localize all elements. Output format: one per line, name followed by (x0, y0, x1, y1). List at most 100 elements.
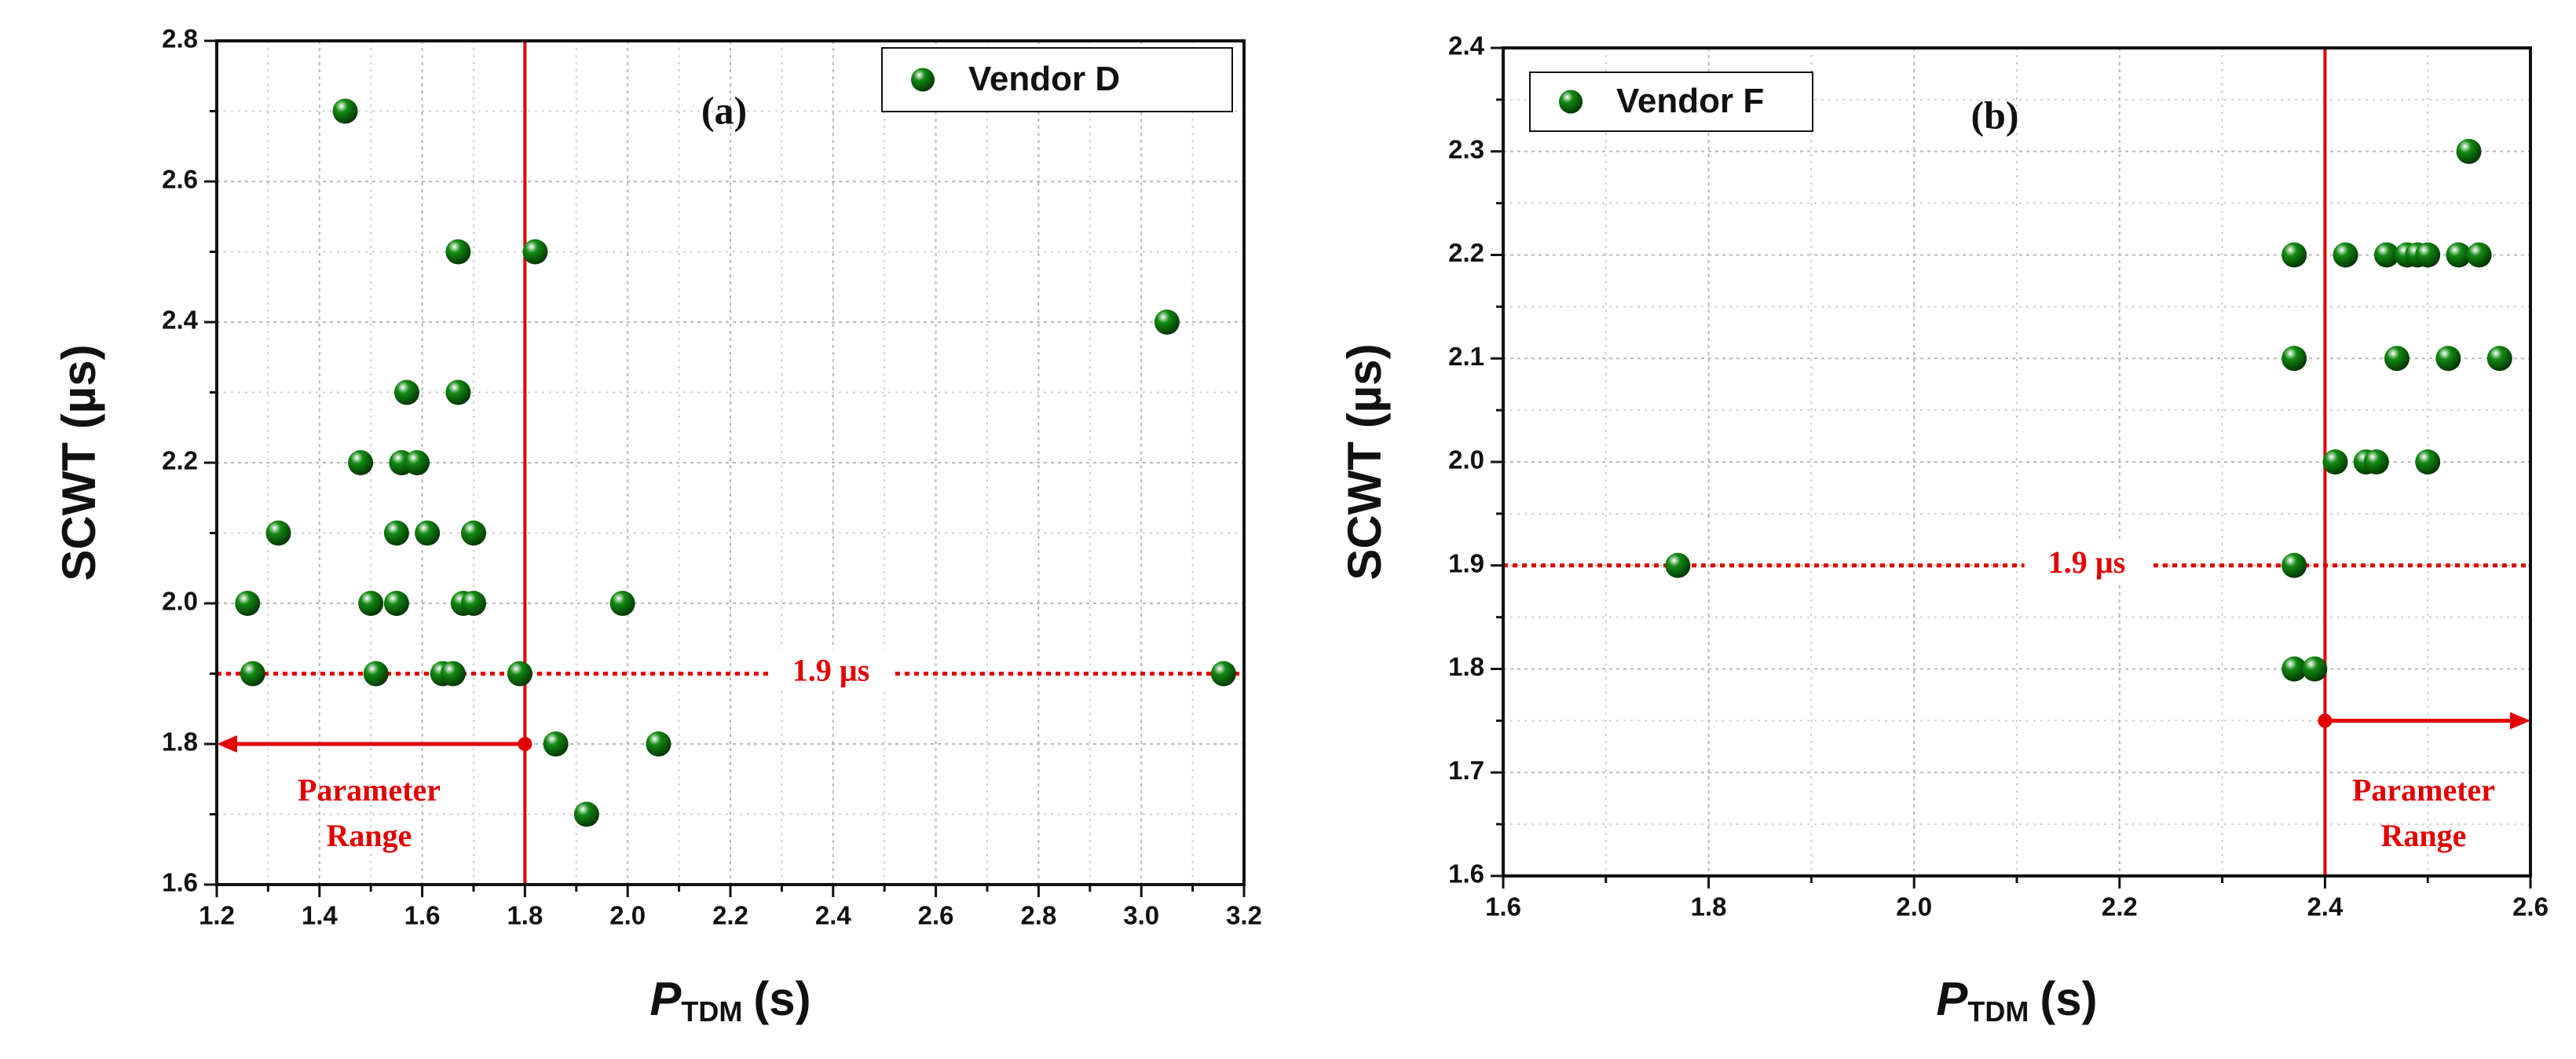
y-tick-label: 2.4 (162, 306, 199, 335)
x-tick-label: 2.0 (609, 901, 646, 930)
x-tick-label: 2.6 (918, 901, 954, 930)
point (2302, 656, 2328, 682)
y-tick-label: 1.6 (1448, 859, 1484, 889)
x-tick-label: 1.6 (1485, 892, 1521, 922)
x-axis-title-main: P (649, 973, 682, 1025)
point (2456, 138, 2482, 164)
x-tick-label: 2.0 (1896, 892, 1932, 922)
x-tick-label: 3.0 (1123, 901, 1159, 930)
point (2466, 242, 2492, 268)
y-tick-label: 2.3 (1448, 134, 1484, 163)
point (1665, 552, 1691, 578)
x-axis-title-unit: (s) (2040, 973, 2097, 1025)
x-axis-title: PTDM (s) (649, 973, 810, 1028)
y-tick-label: 2.0 (1448, 445, 1484, 475)
y-axis-title: SCWT (µs) (1338, 343, 1391, 580)
point (2281, 242, 2307, 268)
threshold-label: 1.9 µs (2048, 544, 2126, 580)
point (2322, 449, 2348, 475)
point (461, 520, 486, 546)
y-tick-label: 1.7 (1448, 756, 1484, 785)
point (440, 661, 466, 687)
point (609, 591, 635, 616)
label-background (768, 649, 894, 691)
point (404, 450, 430, 475)
x-axis-title-unit: (s) (753, 973, 810, 1025)
arrow-head (217, 735, 237, 753)
point (332, 98, 358, 124)
point (2384, 346, 2410, 372)
x-tick-label: 1.8 (1691, 892, 1727, 922)
legend-marker (1559, 90, 1583, 114)
point (461, 591, 486, 616)
point (2415, 242, 2441, 268)
x-axis-title: PTDM (s) (1936, 973, 2097, 1028)
x-tick-label: 2.2 (712, 901, 748, 930)
range-label: Parameter (2352, 772, 2495, 808)
y-tick-label: 2.1 (1448, 342, 1484, 371)
point (2281, 346, 2307, 372)
point (2281, 552, 2307, 578)
point (2435, 346, 2461, 372)
point (573, 801, 599, 827)
x-tick-label: 1.6 (404, 901, 441, 930)
plot-frame (1502, 46, 2532, 878)
point (358, 591, 384, 616)
point (415, 520, 441, 546)
plot-frame (215, 39, 1246, 886)
y-tick-label: 2.6 (162, 165, 198, 194)
label-background (2024, 540, 2150, 583)
point (1154, 310, 1180, 335)
y-tick-label: 2.4 (1448, 31, 1485, 60)
point (646, 731, 671, 757)
x-tick-label: 1.4 (302, 901, 338, 930)
point (383, 520, 409, 546)
x-tick-label: 1.2 (199, 901, 235, 930)
arrow-head (2510, 712, 2530, 730)
point (507, 661, 532, 687)
y-tick-label: 2.2 (162, 446, 198, 475)
point (348, 450, 374, 475)
point (2446, 242, 2472, 268)
x-axis-title-sub: TDM (681, 995, 742, 1028)
arrow-origin (2318, 713, 2333, 728)
y-tick-label: 2.0 (162, 587, 198, 616)
legend-box (881, 47, 1233, 112)
point (2373, 242, 2399, 268)
x-tick-label: 2.6 (2512, 892, 2549, 922)
point (445, 239, 471, 265)
legend-label: Vendor D (968, 60, 1120, 98)
point (2415, 449, 2441, 475)
arrow-origin (518, 737, 532, 751)
point (265, 520, 291, 546)
point (2333, 242, 2358, 268)
x-tick-label: 1.8 (507, 901, 543, 930)
legend-label: Vendor F (1616, 82, 1764, 120)
y-tick-label: 1.6 (162, 868, 198, 897)
point (1210, 661, 1236, 687)
point (235, 591, 261, 616)
point (522, 239, 548, 265)
x-tick-label: 2.4 (815, 901, 852, 930)
panel-label: (a) (701, 88, 747, 132)
y-tick-label: 1.8 (162, 727, 198, 757)
range-label: Range (2381, 818, 2467, 853)
x-tick-label: 2.2 (2102, 892, 2138, 922)
y-tick-label: 2.8 (162, 24, 198, 53)
range-label: Parameter (298, 772, 441, 808)
x-tick-label: 2.8 (1020, 901, 1056, 930)
x-axis-title-main: P (1936, 973, 1968, 1025)
point (543, 731, 569, 757)
point (363, 661, 389, 687)
panel-label: (b) (1970, 93, 2018, 137)
point (240, 661, 265, 687)
threshold-label: 1.9 µs (792, 653, 870, 688)
point (2281, 656, 2307, 682)
legend-marker (911, 68, 935, 92)
y-tick-label: 1.8 (1448, 652, 1484, 681)
point (2363, 449, 2389, 475)
point (2486, 346, 2512, 372)
range-label: Range (327, 818, 412, 853)
point (383, 591, 409, 616)
